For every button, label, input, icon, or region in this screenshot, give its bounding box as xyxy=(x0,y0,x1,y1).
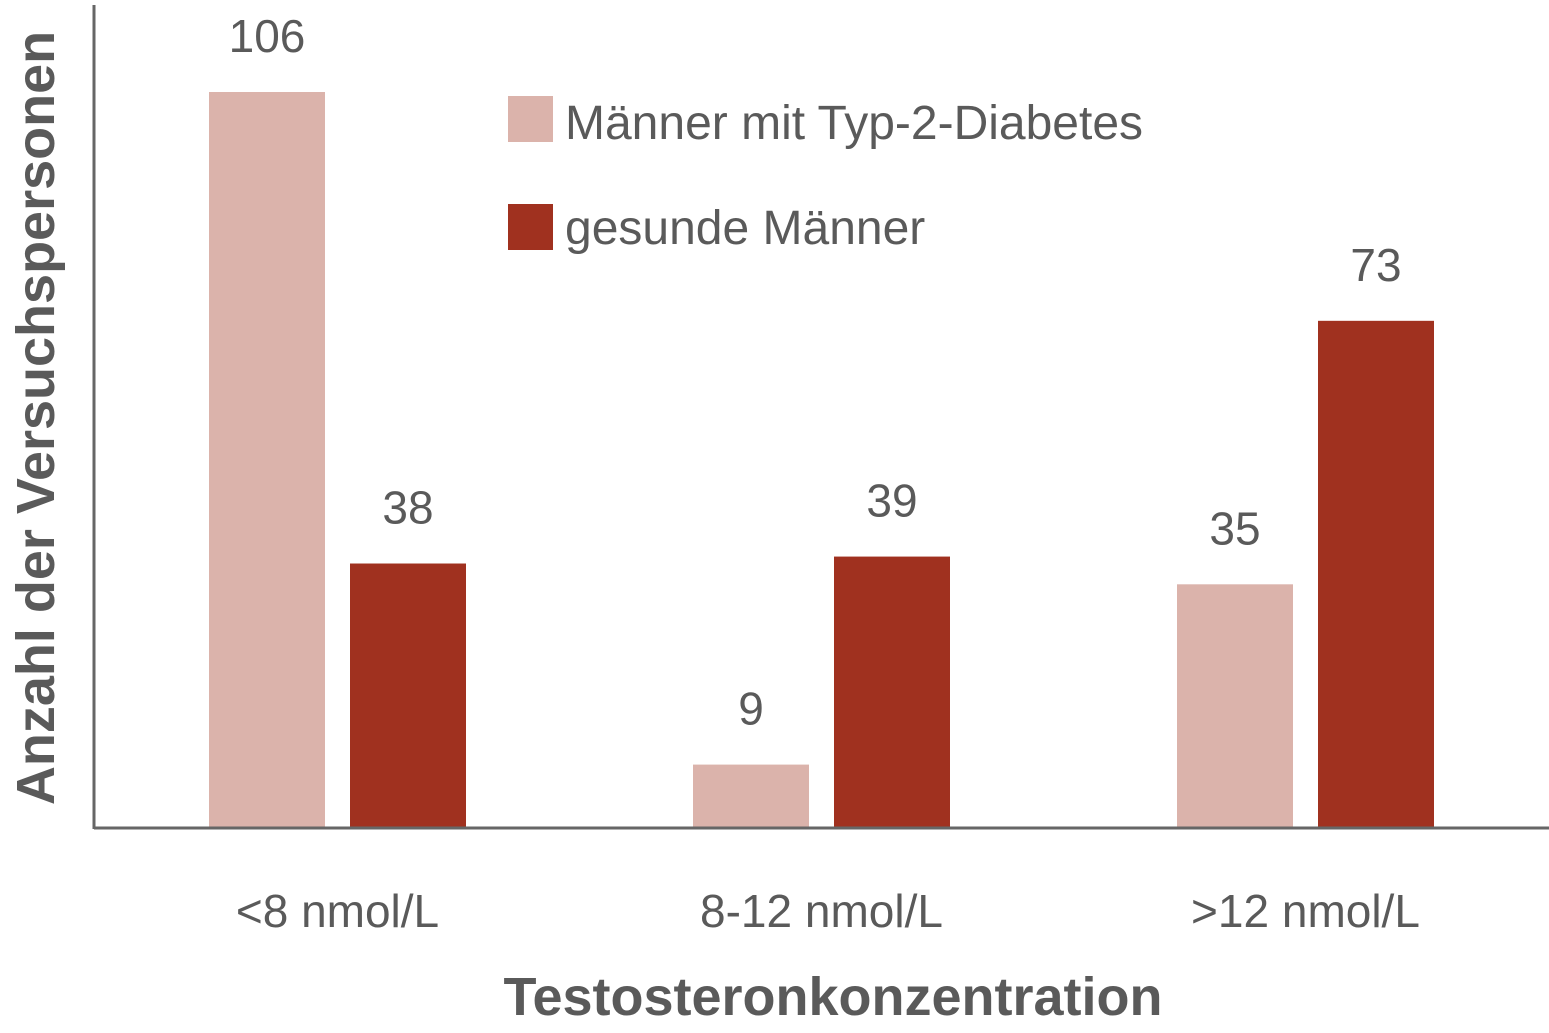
bar-8-nmol-l-series-1 xyxy=(350,563,466,827)
value-label-12-nmol-l-series-1: 73 xyxy=(1350,239,1401,291)
bar-12-nmol-l-series-1 xyxy=(1318,320,1434,827)
bar-8-12-nmol-l-series-1 xyxy=(834,556,950,827)
legend-label-diabetes: Männer mit Typ-2-Diabetes xyxy=(565,97,1143,150)
value-labels-group: 106 38 9 39 35 73 xyxy=(229,10,1402,735)
x-tick-label-12-nmol-l: >12 nmol/L xyxy=(1191,885,1420,937)
legend-swatch-diabetes xyxy=(508,96,553,142)
x-tick-label-8-12-nmol-l: 8-12 nmol/L xyxy=(700,885,943,937)
value-label-8-nmol-l-series-1: 38 xyxy=(382,482,433,534)
x-tick-labels: <8 nmol/L 8-12 nmol/L >12 nmol/L xyxy=(236,885,1420,937)
legend-label-healthy: gesunde Männer xyxy=(565,202,925,255)
value-label-12-nmol-l-series-0: 35 xyxy=(1209,502,1260,554)
value-label-8-12-nmol-l-series-0: 9 xyxy=(738,683,764,735)
value-label-8-nmol-l-series-0: 106 xyxy=(229,10,306,62)
bars-group xyxy=(209,92,1434,827)
x-axis-title: Testosteronkonzentration xyxy=(503,967,1162,1027)
bar-8-12-nmol-l-series-0 xyxy=(693,764,809,827)
bar-12-nmol-l-series-0 xyxy=(1177,584,1293,827)
y-axis-title: Anzahl der Versuchspersonen xyxy=(6,31,66,805)
legend: Männer mit Typ-2-Diabetes gesunde Männer xyxy=(508,96,1143,255)
x-tick-label-8-nmol-l: <8 nmol/L xyxy=(236,885,439,937)
legend-swatch-healthy xyxy=(508,204,553,250)
bar-8-nmol-l-series-0 xyxy=(209,92,325,827)
value-label-8-12-nmol-l-series-1: 39 xyxy=(866,475,917,527)
